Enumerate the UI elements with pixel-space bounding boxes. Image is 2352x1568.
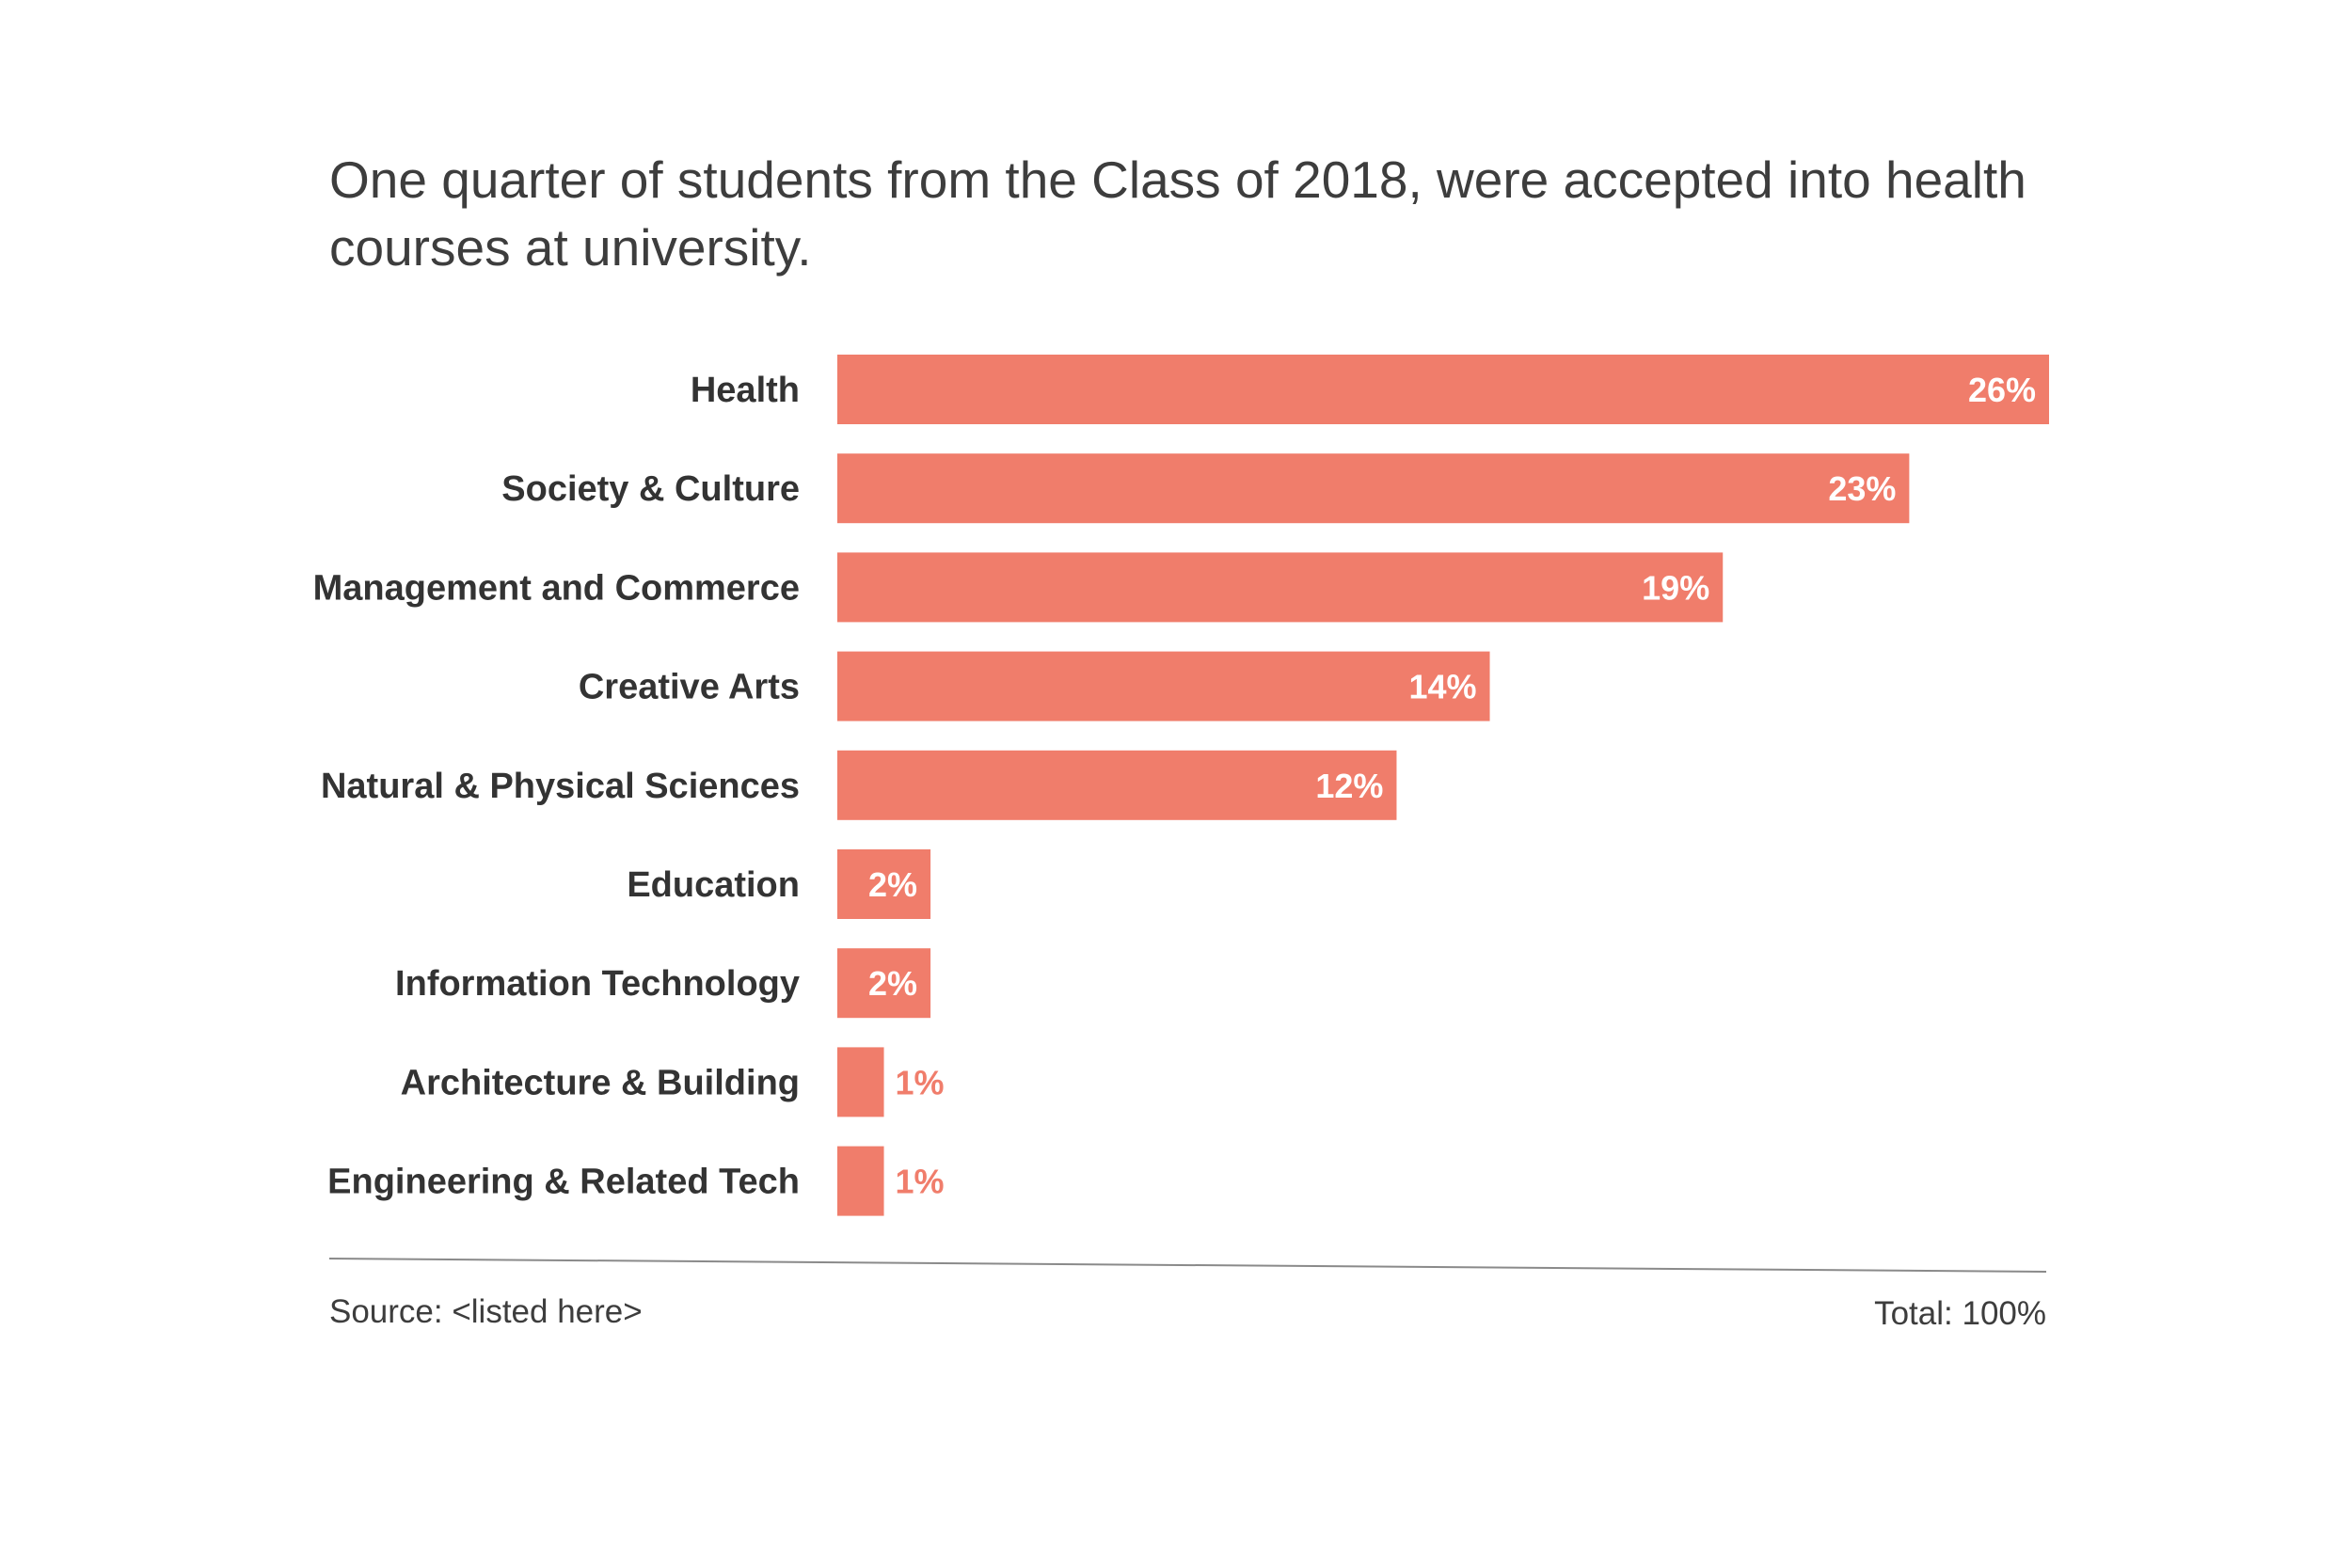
bar xyxy=(837,1146,884,1216)
bar xyxy=(837,1047,884,1117)
source-note: Source: <listed here> xyxy=(329,1293,643,1330)
value-label: 2% xyxy=(868,964,917,1003)
chart-title-line-1: One quarter of students from the Class o… xyxy=(329,150,2026,209)
bar xyxy=(837,355,2049,424)
value-label: 19% xyxy=(1642,568,1709,607)
bar xyxy=(837,750,1397,820)
value-label: 23% xyxy=(1828,469,1896,508)
value-label: 26% xyxy=(1968,371,2036,409)
bar xyxy=(837,948,931,1019)
total-note: Total: 100% xyxy=(1874,1295,2046,1332)
bars-group: Health 26% Society & Culture 23% Management … xyxy=(313,355,2049,1216)
value-label: 1% xyxy=(896,1063,945,1101)
category-label: Natural & Physical Sciences xyxy=(321,767,800,806)
category-label: Society & Culture xyxy=(501,469,800,509)
bar xyxy=(837,552,1724,623)
category-label: Architecture & Building xyxy=(401,1063,800,1102)
value-label: 14% xyxy=(1408,668,1476,706)
chart-title-line-2: courses at university. xyxy=(329,218,812,277)
category-label: Management and Commerce xyxy=(313,568,800,608)
bar xyxy=(837,651,1490,721)
value-label: 1% xyxy=(896,1163,945,1201)
category-label: Information Technology xyxy=(395,964,800,1004)
baseline-divider xyxy=(328,1258,2047,1273)
value-label: 2% xyxy=(868,865,917,904)
category-label: Engineering & Related Tech xyxy=(327,1163,800,1202)
category-label: Creative Arts xyxy=(579,668,800,707)
category-label: Health xyxy=(691,371,800,410)
value-label: 12% xyxy=(1315,767,1383,805)
bar xyxy=(837,849,931,919)
category-label: Education xyxy=(627,865,800,905)
bar xyxy=(837,453,1910,524)
